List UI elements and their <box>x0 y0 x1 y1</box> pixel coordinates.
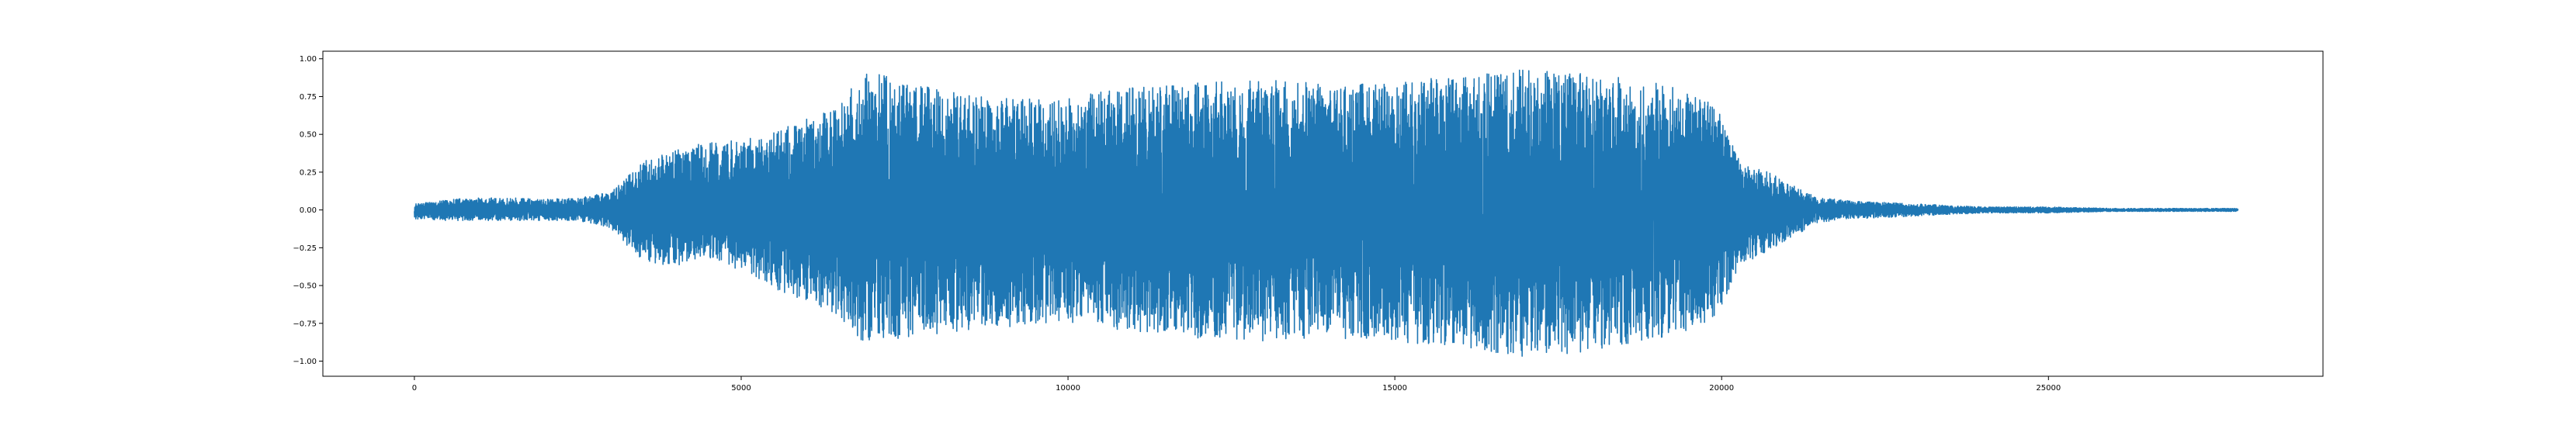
x-tick-label: 5000 <box>731 384 751 393</box>
y-tick-label: −0.50 <box>293 282 317 291</box>
y-axis: 1.00 0.75 0.50 0.25 0.00 −0.25 −0.50 −0.75 −1.00 <box>293 55 323 366</box>
x-tick-label: 10000 <box>1056 384 1080 393</box>
y-tick-label: 0.00 <box>300 206 317 215</box>
x-tick-label: 0 <box>412 384 417 393</box>
y-tick-label: −0.25 <box>293 244 317 253</box>
y-tick-label: 1.00 <box>300 55 317 64</box>
plot-frame <box>322 50 2324 377</box>
y-tick-label: 0.25 <box>300 168 317 177</box>
x-tick-label: 20000 <box>1709 384 1734 393</box>
x-axis: 0 5000 10000 15000 20000 25000 <box>412 376 2061 393</box>
series-line-waveform <box>414 69 2239 357</box>
x-tick-label: 25000 <box>2036 384 2061 393</box>
y-tick-label: 0.50 <box>300 131 317 140</box>
y-tick-label: −1.00 <box>293 358 317 366</box>
y-tick-label: 0.75 <box>300 93 317 102</box>
y-tick-label: −0.75 <box>293 320 317 328</box>
x-tick-label: 15000 <box>1382 384 1407 393</box>
